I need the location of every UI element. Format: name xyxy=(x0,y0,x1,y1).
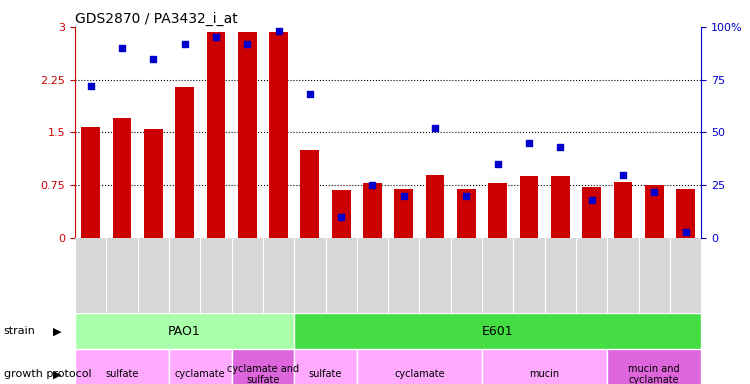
Text: strain: strain xyxy=(4,326,36,336)
Bar xyxy=(582,187,601,238)
Text: ▶: ▶ xyxy=(53,369,62,379)
Bar xyxy=(645,185,664,238)
Bar xyxy=(457,189,476,238)
Point xyxy=(648,189,660,195)
Point xyxy=(492,161,504,167)
Point xyxy=(242,41,254,47)
Point xyxy=(680,228,692,235)
Bar xyxy=(614,182,632,238)
Bar xyxy=(176,87,194,238)
Bar xyxy=(488,183,507,238)
Text: sulfate: sulfate xyxy=(309,369,342,379)
Bar xyxy=(482,349,608,384)
Bar xyxy=(75,313,294,349)
Point xyxy=(335,214,347,220)
Bar xyxy=(232,349,294,384)
Point xyxy=(272,28,284,34)
Bar xyxy=(363,183,382,238)
Point xyxy=(178,41,190,47)
Point xyxy=(116,45,128,51)
Bar xyxy=(301,150,320,238)
Point xyxy=(398,193,410,199)
Bar xyxy=(676,189,695,238)
Bar xyxy=(238,32,256,238)
Bar xyxy=(81,127,100,238)
Bar xyxy=(332,190,350,238)
Point xyxy=(460,193,472,199)
Text: cyclamate: cyclamate xyxy=(394,369,445,379)
Point xyxy=(367,182,379,188)
Text: E601: E601 xyxy=(482,325,514,338)
Text: PAO1: PAO1 xyxy=(168,325,201,338)
Point xyxy=(586,197,598,203)
Text: ▶: ▶ xyxy=(53,326,62,336)
Text: mucin and
cyclamate: mucin and cyclamate xyxy=(628,364,680,384)
Bar xyxy=(144,129,163,238)
Bar xyxy=(269,32,288,238)
Point xyxy=(554,144,566,150)
Bar xyxy=(357,349,482,384)
Bar xyxy=(608,349,701,384)
Point xyxy=(85,83,97,89)
Bar xyxy=(169,349,232,384)
Bar xyxy=(426,175,445,238)
Text: cyclamate: cyclamate xyxy=(175,369,226,379)
Point xyxy=(429,125,441,131)
Text: cyclamate and
sulfate: cyclamate and sulfate xyxy=(226,364,299,384)
Bar xyxy=(75,349,169,384)
Point xyxy=(210,34,222,40)
Text: growth protocol: growth protocol xyxy=(4,369,92,379)
Bar xyxy=(520,176,538,238)
Point xyxy=(617,172,629,178)
Bar xyxy=(551,176,570,238)
Bar xyxy=(112,118,131,238)
Text: sulfate: sulfate xyxy=(105,369,139,379)
Text: GDS2870 / PA3432_i_at: GDS2870 / PA3432_i_at xyxy=(75,12,238,26)
Point xyxy=(147,55,159,61)
Bar xyxy=(294,313,701,349)
Bar xyxy=(294,349,357,384)
Point xyxy=(304,91,316,98)
Bar xyxy=(206,32,225,238)
Bar xyxy=(394,189,413,238)
Point xyxy=(523,140,535,146)
Text: mucin: mucin xyxy=(530,369,560,379)
